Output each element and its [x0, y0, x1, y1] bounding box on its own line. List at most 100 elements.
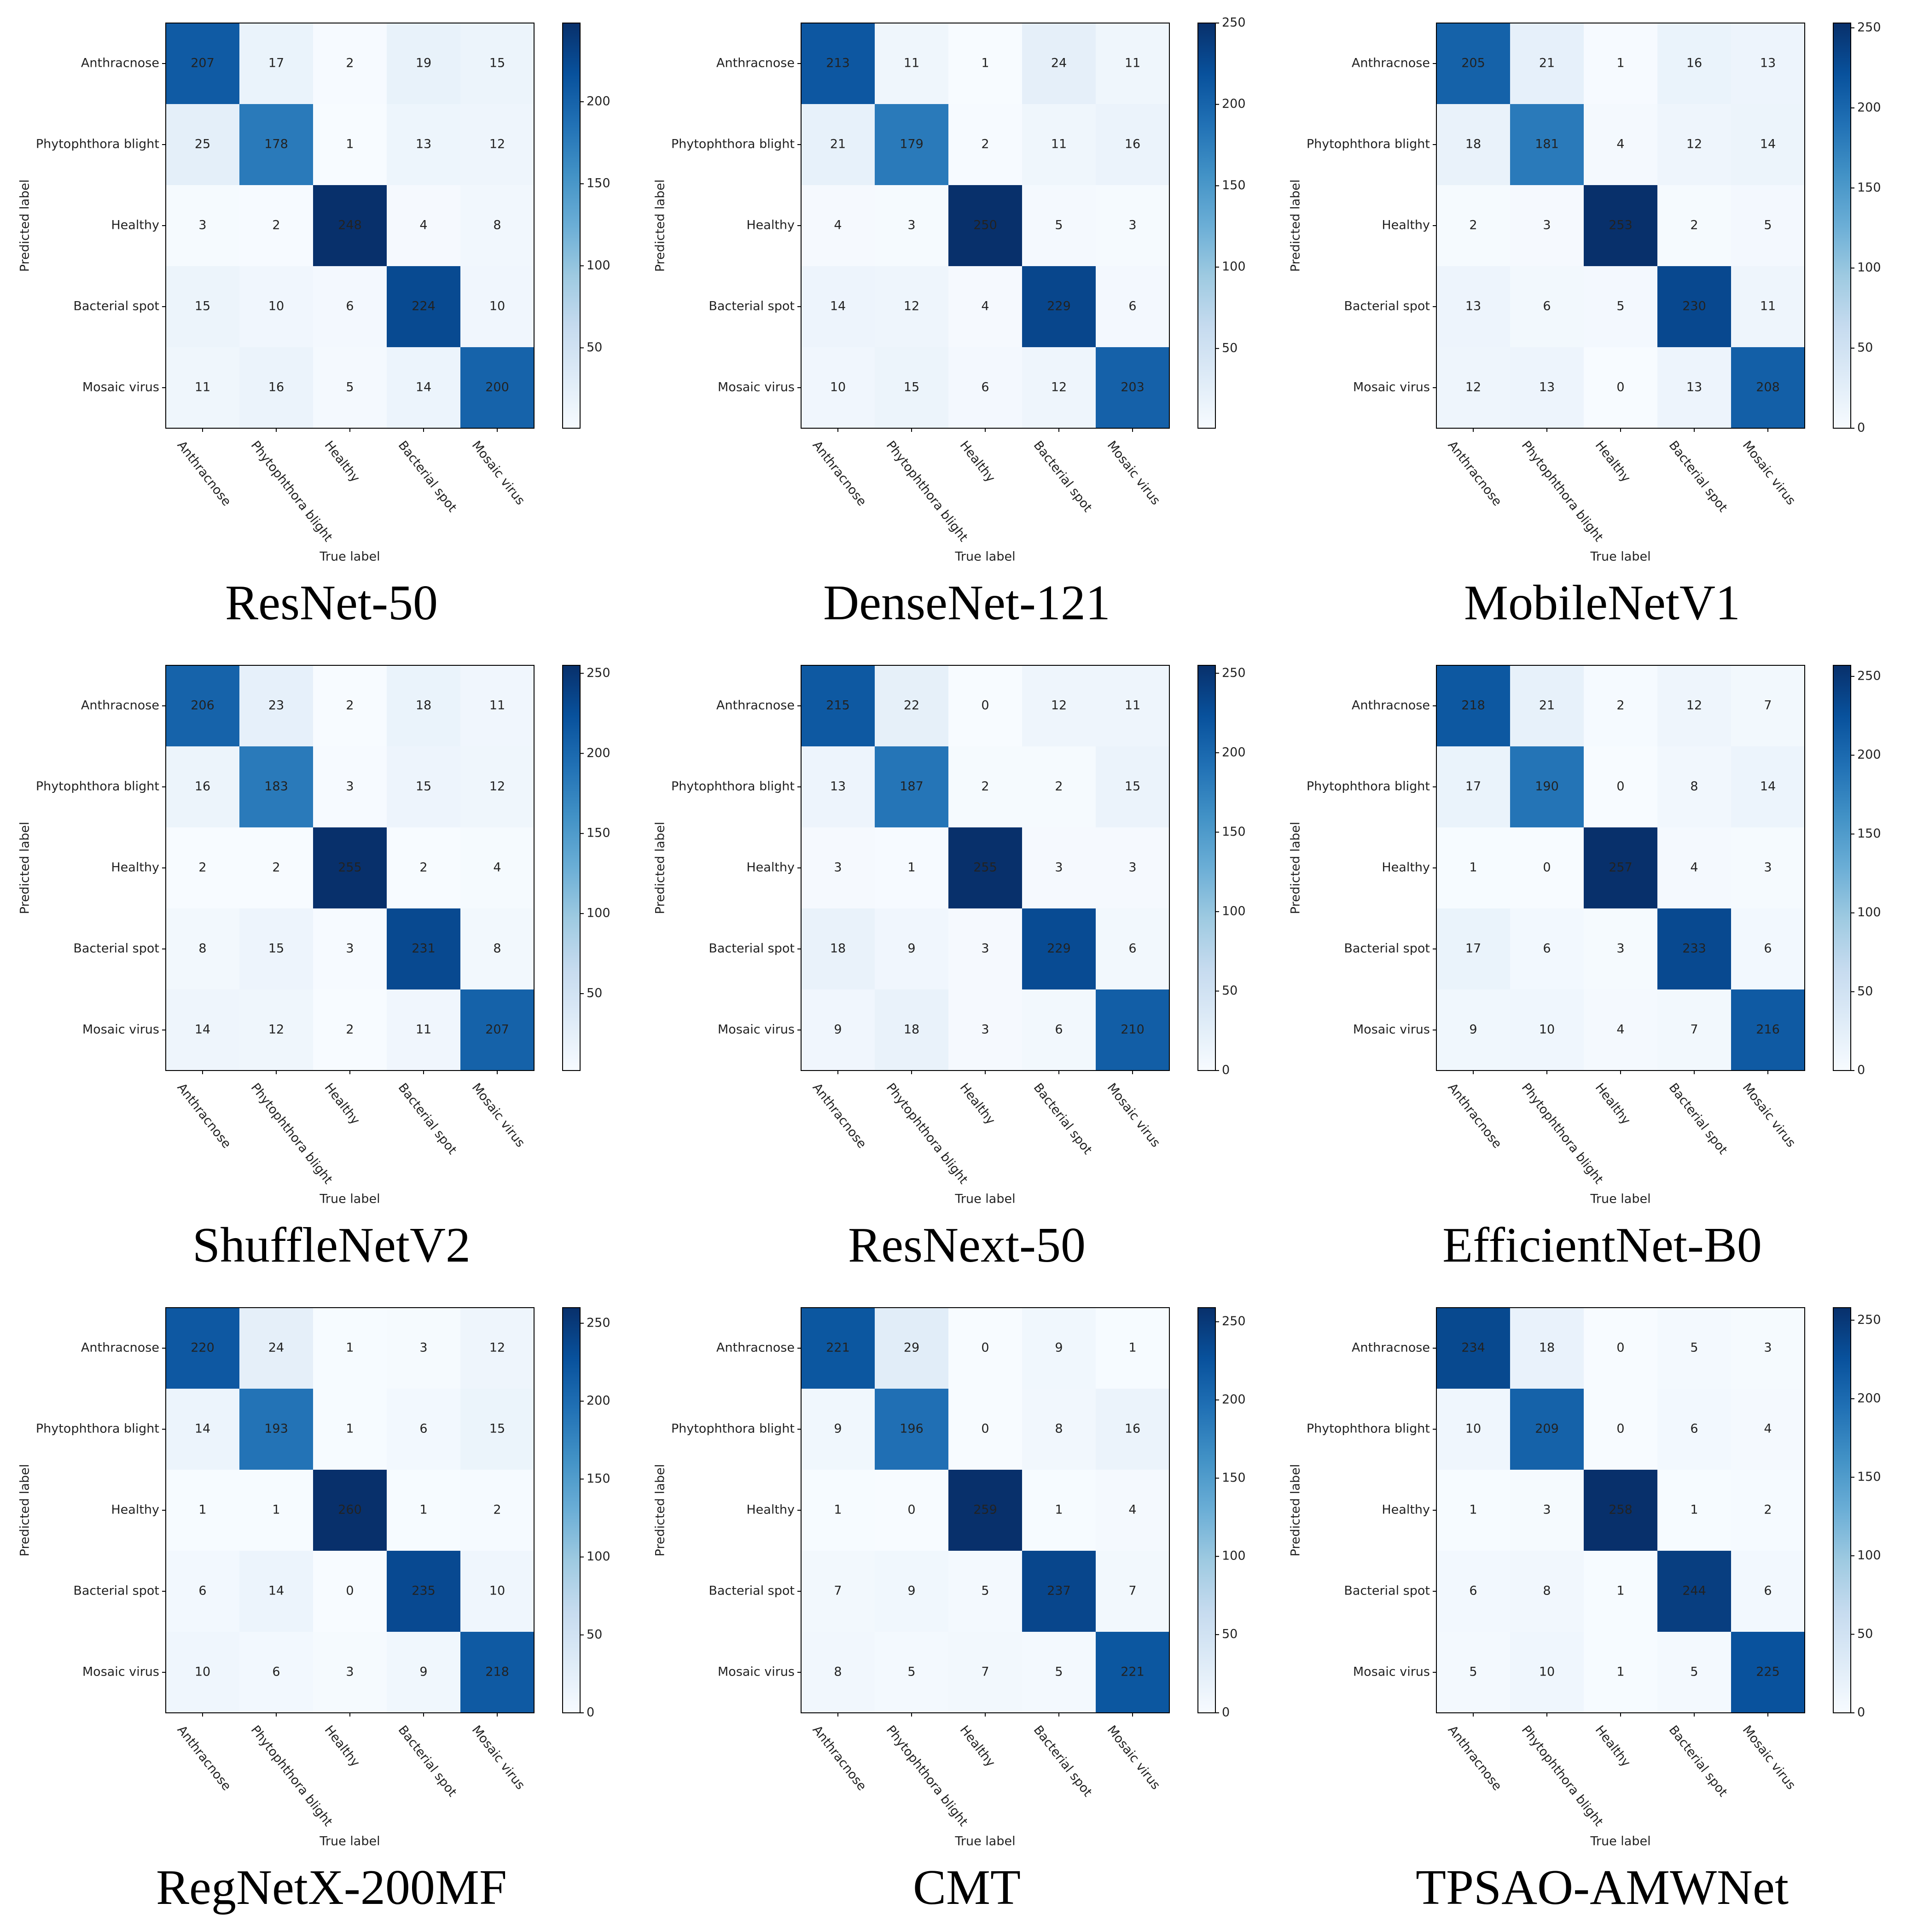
cell: [1657, 266, 1732, 348]
cell-label: 9: [834, 1023, 842, 1037]
cell: [1731, 23, 1805, 105]
cell-label: 16: [268, 380, 284, 395]
x-tick-label: Phytophthora blight: [1519, 1081, 1606, 1187]
cell-label: 1: [1690, 1503, 1698, 1517]
cell: [313, 989, 387, 1071]
cell: [313, 104, 387, 186]
cell-label: 1: [1055, 1503, 1063, 1517]
cell-label: 208: [1756, 380, 1780, 395]
cell-label: 17: [1465, 942, 1481, 956]
cell: [239, 347, 314, 429]
cell: [1731, 266, 1805, 348]
cell: [313, 266, 387, 348]
cell: [801, 1470, 875, 1551]
cell-label: 4: [1616, 1023, 1624, 1037]
colorbar-tick-label: 150: [587, 826, 610, 840]
cell: [875, 665, 949, 747]
cell: [875, 908, 949, 990]
cell: [1657, 665, 1732, 747]
cell-label: 0: [1543, 861, 1551, 875]
colorbar-tick-label: 200: [1857, 1391, 1881, 1405]
y-tick-label: Mosaic virus: [82, 380, 159, 395]
cell: [948, 1470, 1023, 1551]
cell: [387, 989, 461, 1071]
cell: [1584, 989, 1658, 1071]
chart-title: DenseNet-121: [823, 576, 1110, 630]
cell-label: 1: [907, 861, 915, 875]
cell-label: 179: [900, 137, 924, 151]
x-tick-label: Healthy: [1592, 1081, 1633, 1128]
cell-label: 1: [1128, 1341, 1136, 1355]
cell-label: 22: [904, 698, 919, 713]
colorbar-tick-label: 150: [1857, 826, 1881, 841]
cell-label: 6: [1543, 942, 1551, 956]
cell: [1584, 23, 1658, 105]
y-axis-label: Predicted label: [653, 822, 668, 914]
cell-label: 6: [1543, 299, 1551, 314]
cell-label: 10: [1465, 1422, 1481, 1436]
cell: [1022, 1308, 1096, 1389]
cell: [166, 23, 240, 105]
cell: [460, 266, 535, 348]
panel: 218 21 2 12 717 190 0 8 141 0 257 4 317 6 3 233 69 10 4 7 21…: [1289, 665, 1881, 1273]
cell-label: 2: [981, 137, 989, 151]
cell-label: 9: [907, 942, 915, 956]
cell: [801, 347, 875, 429]
cell-label: 3: [198, 218, 206, 233]
cell-label: 4: [834, 218, 842, 233]
cell-label: 6: [1764, 942, 1772, 956]
cell-label: 2: [1764, 1503, 1772, 1517]
cell-label: 5: [981, 1584, 989, 1598]
y-tick-label: Bacterial spot: [709, 1584, 795, 1598]
y-tick-label: Anthracnose: [1352, 56, 1430, 70]
cell: [460, 1632, 535, 1713]
cell-label: 10: [268, 299, 284, 314]
colorbar-tick-label: 100: [1222, 904, 1246, 918]
cell-label: 1: [272, 1503, 280, 1517]
x-tick-label: Healthy: [322, 438, 363, 485]
cell-label: 0: [981, 698, 989, 713]
colorbar: [1197, 23, 1216, 429]
cell-label: 0: [346, 1584, 354, 1598]
cell: [166, 827, 240, 909]
cell: [1096, 908, 1170, 990]
cell-label: 2: [419, 861, 427, 875]
cell: [239, 185, 314, 267]
y-tick-label: Bacterial spot: [73, 942, 159, 956]
y-tick-label: Anthracnose: [81, 56, 159, 70]
cell-label: 215: [826, 698, 850, 713]
cell: [1022, 989, 1096, 1071]
cell: [239, 908, 314, 990]
cell: [1436, 266, 1511, 348]
cell: [875, 1632, 949, 1713]
y-tick-label: Anthracnose: [81, 1341, 159, 1355]
colorbar-tick-label: 100: [587, 258, 610, 273]
y-tick-label: Healthy: [111, 861, 159, 875]
panel: 207 17 2 19 15 25 178 1 13 12 3 2 248 4 8 15 10 6 224 10 11 1…: [18, 23, 610, 630]
cell: [460, 23, 535, 105]
cell: [239, 665, 314, 747]
cell-label: 14: [1760, 780, 1776, 794]
y-tick-label: Anthracnose: [716, 1341, 795, 1355]
y-tick-label: Phytophthora blight: [1307, 137, 1430, 151]
chart-title: MobileNetV1: [1464, 576, 1740, 630]
y-axis-label: Predicted label: [653, 180, 668, 272]
cell: [1096, 1389, 1170, 1470]
y-tick-label: Mosaic virus: [718, 1023, 795, 1037]
cell: [1436, 185, 1511, 267]
cell: [166, 266, 240, 348]
cell-label: 2: [493, 1503, 501, 1517]
x-tick-label: Anthracnose: [174, 1081, 234, 1151]
y-tick-label: Phytophthora blight: [671, 1422, 795, 1436]
cell-label: 6: [198, 1584, 206, 1598]
cell: [948, 1389, 1023, 1470]
cell-label: 1: [834, 1503, 842, 1517]
cell-label: 13: [416, 137, 431, 151]
cell-label: 6: [1764, 1584, 1772, 1598]
y-tick-label: Healthy: [1382, 861, 1430, 875]
cell: [460, 347, 535, 429]
colorbar-tick-label: 250: [1857, 669, 1881, 683]
x-axis-label: True label: [954, 1192, 1015, 1206]
cell: [1510, 185, 1584, 267]
cell: [1436, 104, 1511, 186]
